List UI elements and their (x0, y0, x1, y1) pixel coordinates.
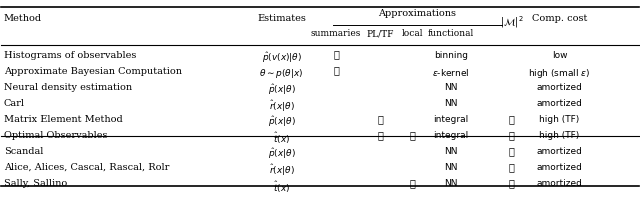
Text: integral: integral (433, 115, 468, 124)
Text: ✓: ✓ (509, 115, 515, 124)
Text: ✓: ✓ (333, 51, 339, 60)
Text: amortized: amortized (536, 179, 582, 188)
Text: ✓: ✓ (378, 115, 383, 124)
Text: high (small $\epsilon$): high (small $\epsilon$) (528, 67, 591, 80)
Text: NN: NN (444, 179, 458, 188)
Text: amortized: amortized (536, 83, 582, 92)
Text: binning: binning (434, 51, 468, 60)
Text: $\hat{p}(x|\theta)$: $\hat{p}(x|\theta)$ (268, 147, 296, 161)
Text: ✓: ✓ (410, 179, 415, 188)
Text: $\hat{r}(x|\theta)$: $\hat{r}(x|\theta)$ (269, 99, 294, 114)
Text: NN: NN (444, 163, 458, 172)
Text: ✓: ✓ (378, 131, 383, 140)
Text: ✓: ✓ (509, 131, 515, 140)
Text: Approximations: Approximations (378, 9, 456, 18)
Text: $\hat{t}(x)$: $\hat{t}(x)$ (273, 131, 290, 146)
Text: $\hat{r}(x|\theta)$: $\hat{r}(x|\theta)$ (269, 163, 294, 179)
Text: amortized: amortized (536, 147, 582, 156)
Text: Method: Method (4, 14, 42, 23)
Text: Estimates: Estimates (257, 14, 306, 23)
Text: NN: NN (444, 99, 458, 108)
Text: Optimal Observables: Optimal Observables (4, 131, 108, 140)
Text: Alice, Alices, Cascal, Rascal, Rolr: Alice, Alices, Cascal, Rascal, Rolr (4, 163, 169, 172)
Text: Scandal: Scandal (4, 147, 44, 156)
Text: summaries: summaries (311, 29, 361, 38)
Text: NN: NN (444, 83, 458, 92)
Text: Matrix Element Method: Matrix Element Method (4, 115, 123, 124)
Text: local: local (402, 29, 423, 38)
Text: high (TF): high (TF) (540, 131, 580, 140)
Text: Sally, Sallino: Sally, Sallino (4, 179, 67, 188)
Text: $\theta \sim p(\theta|x)$: $\theta \sim p(\theta|x)$ (259, 67, 304, 80)
Text: Approximate Bayesian Computation: Approximate Bayesian Computation (4, 67, 182, 76)
Text: PL/TF: PL/TF (367, 29, 394, 38)
Text: $\hat{t}(x)$: $\hat{t}(x)$ (273, 179, 290, 195)
Text: Neural density estimation: Neural density estimation (4, 83, 132, 92)
Text: functional: functional (428, 29, 474, 38)
Text: Histograms of observables: Histograms of observables (4, 51, 136, 60)
Text: ✓: ✓ (509, 147, 515, 156)
Text: $\hat{p}(x|\theta)$: $\hat{p}(x|\theta)$ (268, 115, 296, 129)
Text: NN: NN (444, 147, 458, 156)
Text: ✓: ✓ (509, 163, 515, 172)
Text: ✓: ✓ (333, 67, 339, 76)
Text: Carl: Carl (4, 99, 25, 108)
Text: ✓: ✓ (509, 179, 515, 188)
Text: integral: integral (433, 131, 468, 140)
Text: ✓: ✓ (410, 131, 415, 140)
Text: $|\mathcal{M}|^2$: $|\mathcal{M}|^2$ (500, 14, 524, 30)
Text: $\hat{p}(x|\theta)$: $\hat{p}(x|\theta)$ (268, 83, 296, 97)
Text: amortized: amortized (536, 163, 582, 172)
Text: Comp. cost: Comp. cost (532, 14, 587, 23)
Text: $\hat{p}(v(x)|\theta)$: $\hat{p}(v(x)|\theta)$ (262, 51, 302, 65)
Text: high (TF): high (TF) (540, 115, 580, 124)
Text: amortized: amortized (536, 99, 582, 108)
Text: low: low (552, 51, 567, 60)
Text: $\epsilon$-kernel: $\epsilon$-kernel (432, 67, 470, 78)
